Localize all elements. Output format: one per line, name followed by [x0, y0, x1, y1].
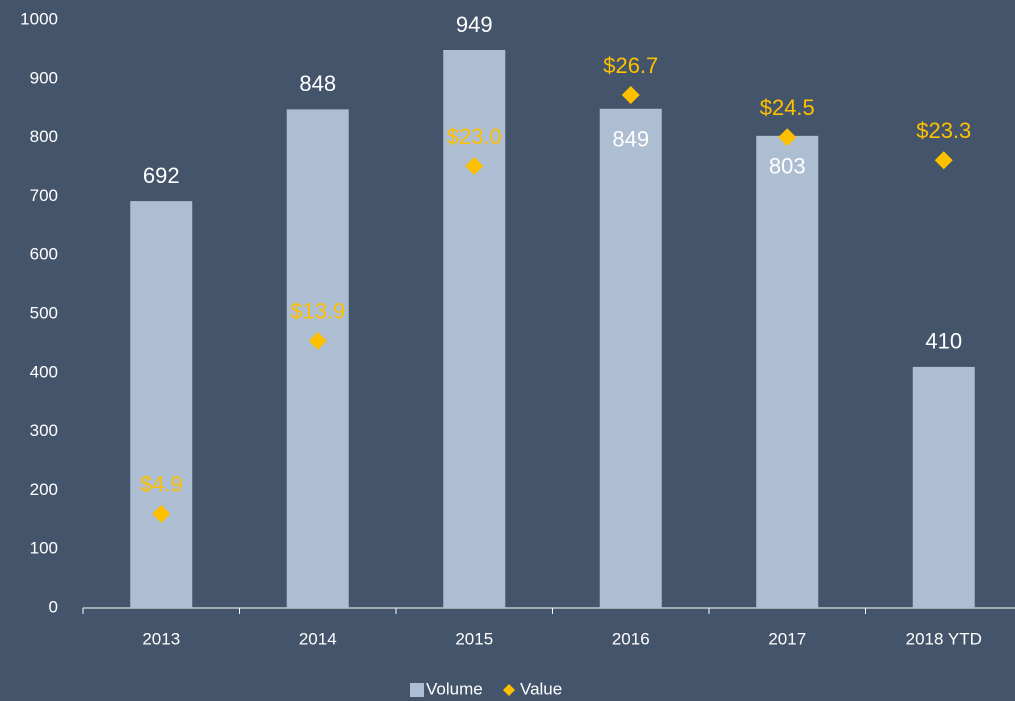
x-tick-label: 2016	[612, 629, 650, 648]
bar	[912, 366, 975, 608]
legend-swatch	[503, 684, 515, 696]
y-tick-label: 200	[30, 480, 58, 499]
bar-label: 803	[769, 154, 806, 179]
value-label: $4.9	[140, 472, 183, 497]
bar-label: 949	[456, 12, 493, 37]
x-tick-label: 2013	[142, 629, 180, 648]
value-label: $13.9	[290, 299, 345, 324]
value-marker	[934, 151, 953, 170]
legend-swatch	[410, 683, 424, 697]
bar-label: 848	[299, 71, 336, 96]
y-tick-label: 900	[30, 68, 58, 87]
legend-label: Value	[520, 679, 562, 698]
value-label: $23.0	[447, 124, 502, 149]
bar	[443, 49, 506, 609]
value-label: $24.5	[760, 95, 815, 120]
bar-label: 849	[612, 127, 649, 152]
y-tick-label: 800	[30, 127, 58, 146]
y-tick-label: 1000	[20, 9, 58, 28]
bar	[286, 109, 349, 608]
y-tick-label: 700	[30, 186, 58, 205]
legend-label: Volume	[426, 679, 483, 698]
y-tick-label: 100	[30, 539, 58, 558]
bar-label: 692	[143, 163, 180, 188]
x-tick-label: 2015	[455, 629, 493, 648]
y-tick-label: 500	[30, 303, 58, 322]
value-label: $23.3	[916, 118, 971, 143]
bar	[130, 201, 193, 608]
bar-label: 410	[925, 329, 962, 354]
value-marker	[152, 504, 171, 523]
y-tick-label: 600	[30, 245, 58, 264]
x-tick-label: 2018 YTD	[906, 629, 982, 648]
value-marker	[465, 157, 484, 176]
x-tick-label: 2017	[768, 629, 806, 648]
y-tick-label: 400	[30, 362, 58, 381]
value-marker	[778, 128, 797, 147]
y-tick-label: 300	[30, 421, 58, 440]
bar	[756, 135, 819, 608]
x-tick-label: 2014	[299, 629, 337, 648]
value-marker	[308, 331, 327, 350]
value-label: $26.7	[603, 53, 658, 78]
value-marker	[621, 85, 640, 104]
bar	[599, 108, 662, 609]
y-tick-label: 0	[49, 597, 58, 616]
